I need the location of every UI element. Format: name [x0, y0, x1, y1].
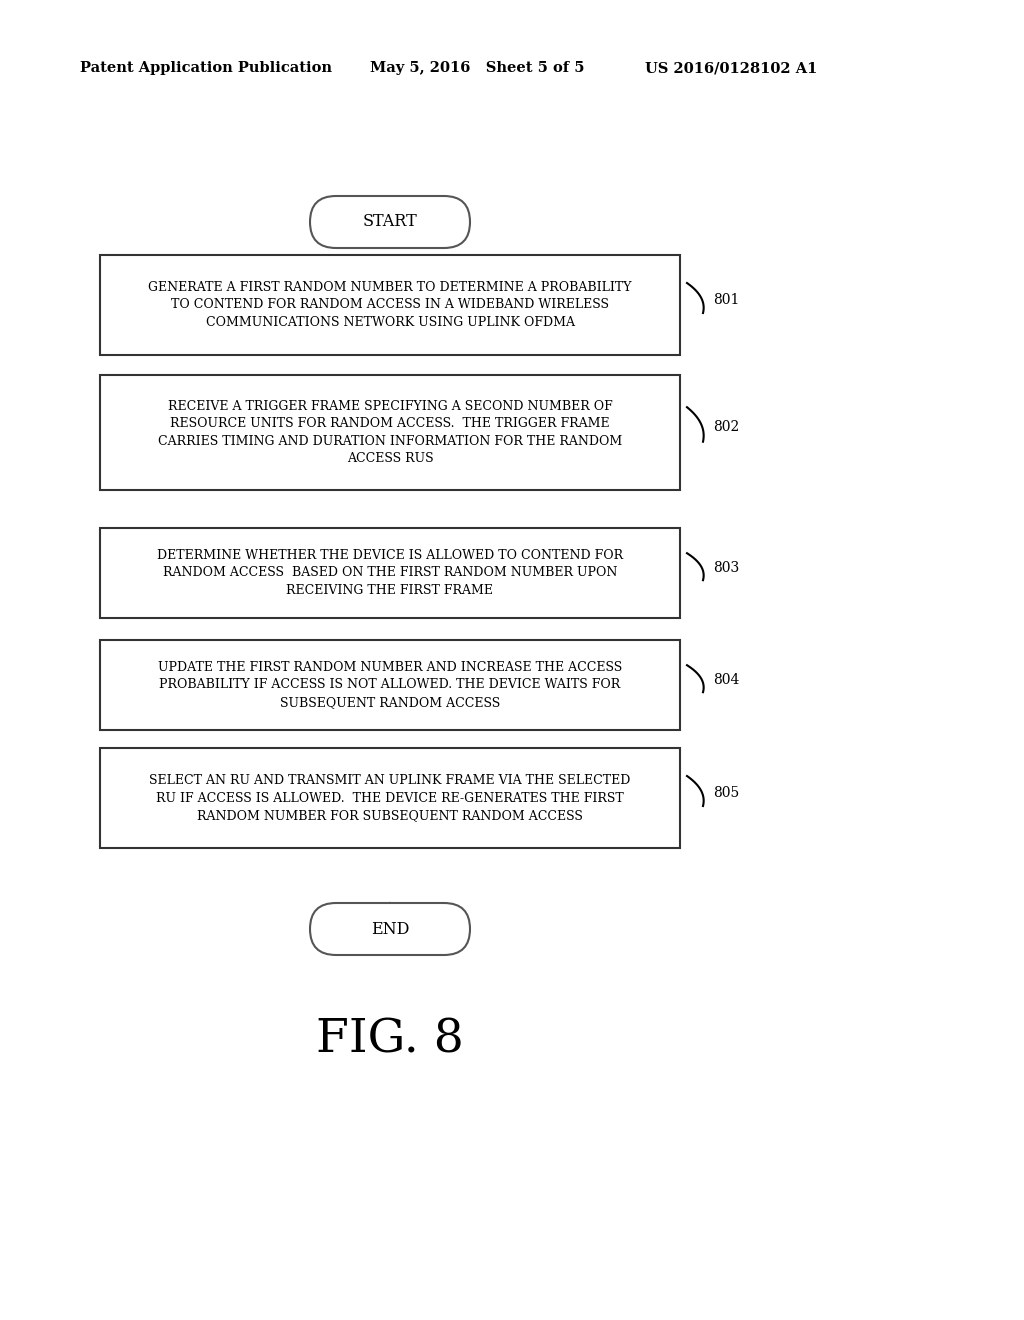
Text: END: END [371, 920, 410, 937]
Bar [100, 255, 680, 355]
Text: UPDATE THE FIRST RANDOM NUMBER AND INCREASE THE ACCESS
PROBABILITY IF ACCESS IS : UPDATE THE FIRST RANDOM NUMBER AND INCRE… [158, 661, 623, 709]
Text: 803: 803 [713, 561, 739, 576]
Text: 801: 801 [713, 293, 739, 308]
Bar [100, 375, 680, 490]
Text: Patent Application Publication: Patent Application Publication [80, 61, 332, 75]
Text: DETERMINE WHETHER THE DEVICE IS ALLOWED TO CONTEND FOR
RANDOM ACCESS  BASED ON T: DETERMINE WHETHER THE DEVICE IS ALLOWED … [157, 549, 623, 597]
Text: 802: 802 [713, 420, 739, 434]
Text: START: START [362, 214, 418, 231]
Text: FIG. 8: FIG. 8 [316, 1018, 464, 1063]
Text: 805: 805 [713, 785, 739, 800]
Bar [100, 640, 680, 730]
FancyBboxPatch shape [310, 903, 470, 954]
Bar [100, 748, 680, 847]
FancyBboxPatch shape [310, 195, 470, 248]
Text: RECEIVE A TRIGGER FRAME SPECIFYING A SECOND NUMBER OF
RESOURCE UNITS FOR RANDOM : RECEIVE A TRIGGER FRAME SPECIFYING A SEC… [158, 400, 623, 465]
Text: GENERATE A FIRST RANDOM NUMBER TO DETERMINE A PROBABILITY
TO CONTEND FOR RANDOM : GENERATE A FIRST RANDOM NUMBER TO DETERM… [148, 281, 632, 329]
Text: US 2016/0128102 A1: US 2016/0128102 A1 [645, 61, 817, 75]
Bar [100, 528, 680, 618]
Text: 804: 804 [713, 673, 739, 688]
Text: May 5, 2016   Sheet 5 of 5: May 5, 2016 Sheet 5 of 5 [370, 61, 585, 75]
Text: SELECT AN RU AND TRANSMIT AN UPLINK FRAME VIA THE SELECTED
RU IF ACCESS IS ALLOW: SELECT AN RU AND TRANSMIT AN UPLINK FRAM… [150, 774, 631, 822]
